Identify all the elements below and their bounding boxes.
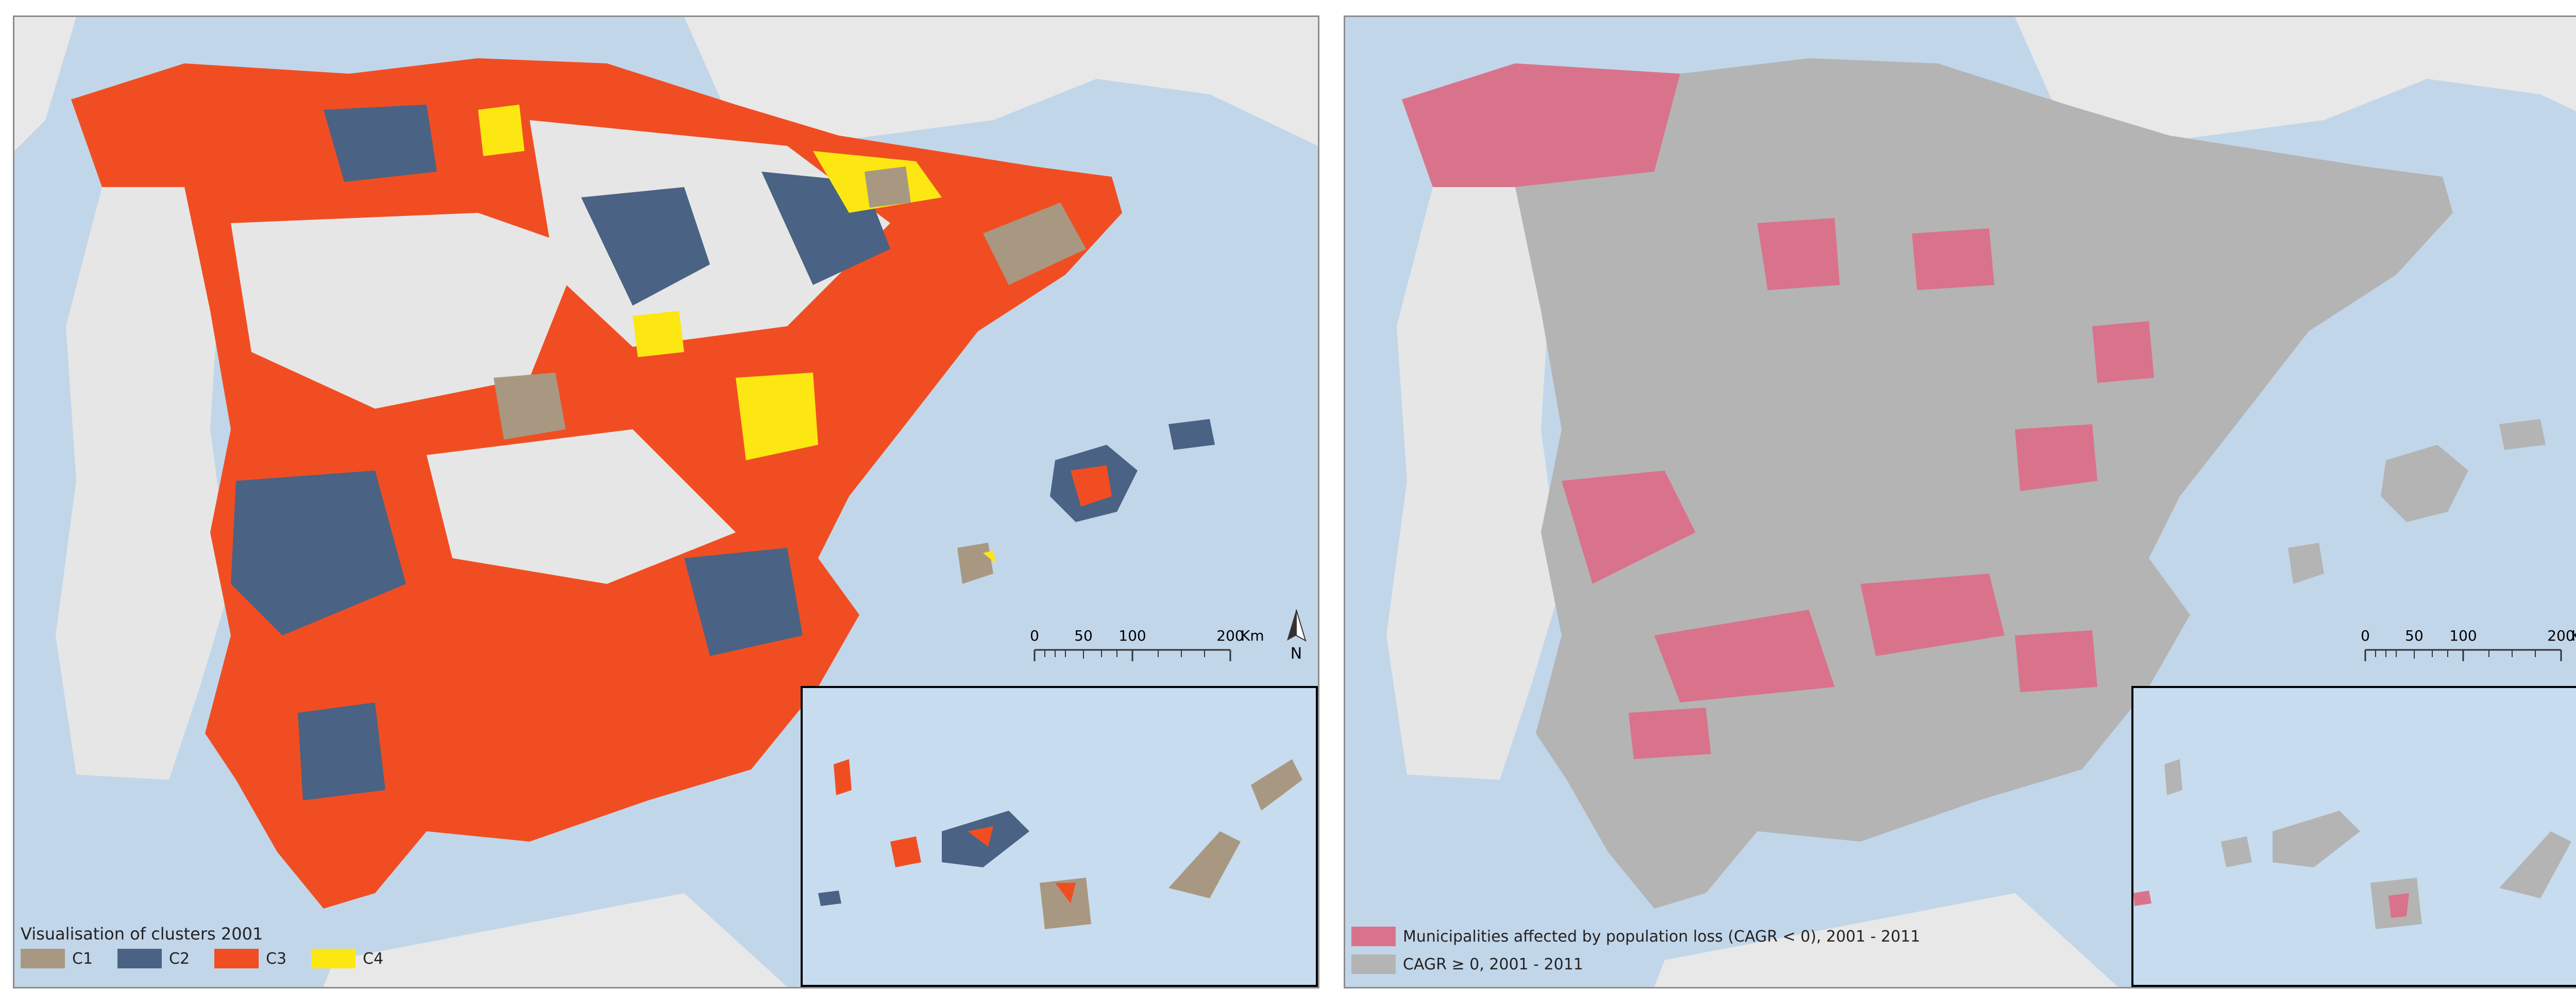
scale-bar: 0 50 100 200 Km [2361, 627, 2576, 661]
cluster-patches [231, 105, 1086, 800]
france-land [684, 17, 1318, 146]
canary-inset [2131, 686, 2576, 987]
scale-unit: Km [2571, 627, 2576, 644]
legend-label-c1: C1 [72, 949, 93, 968]
africa-land [1654, 893, 2118, 987]
scale-tick-100: 100 [1118, 627, 1146, 644]
scale-bar: 0 50 100 200 Km [1030, 627, 1264, 661]
mallorca-c3 [1071, 465, 1112, 507]
menorca [2499, 419, 2546, 450]
cluster-map-panel: 0 50 100 200 Km N Visualisation of clust… [13, 15, 1319, 988]
land-top-left [14, 17, 76, 151]
ibiza [2288, 543, 2324, 584]
scale-unit: Km [1241, 627, 1264, 644]
scale-tick-0: 0 [1030, 627, 1039, 644]
legend-swatch-gain [1351, 954, 1396, 974]
africa-land [324, 893, 787, 987]
population-loss-map: 0 50 100 200 Km N [1345, 17, 2576, 987]
legend-swatch-c1 [21, 949, 65, 968]
scale-tick-50: 50 [1074, 627, 1093, 644]
france-land [2015, 17, 2576, 141]
legend-swatch-c4 [311, 949, 356, 968]
legend-label-gain: CAGR ≥ 0, 2001 - 2011 [1403, 955, 1583, 974]
legend-label-c3: C3 [266, 949, 287, 968]
cluster-map: 0 50 100 200 Km N [14, 17, 1318, 987]
legend-swatch-c2 [117, 949, 162, 968]
scale-tick-0: 0 [2361, 627, 2370, 644]
legend-label-loss: Municipalities affected by population lo… [1403, 927, 1921, 946]
population-loss-map-panel: 0 50 100 200 Km N Municipalities affecte… [1344, 15, 2576, 988]
scale-tick-100: 100 [2449, 627, 2477, 644]
canary-inset [801, 686, 1318, 987]
north-arrow-icon: N [1287, 609, 1307, 663]
portugal-land [1386, 172, 1562, 780]
legend-swatch-loss [1351, 927, 1396, 946]
scale-tick-200: 200 [1216, 627, 1244, 644]
cluster-legend: Visualisation of clusters 2001 C1 C2 C3 … [21, 924, 383, 968]
menorca [1168, 419, 1215, 450]
population-loss-patches [1402, 63, 2154, 759]
portugal-land [56, 172, 231, 780]
legend-swatch-c3 [214, 949, 259, 968]
scale-tick-200: 200 [2547, 627, 2574, 644]
legend-label-c2: C2 [169, 949, 190, 968]
scale-tick-50: 50 [2405, 627, 2424, 644]
north-label: N [1291, 645, 1302, 663]
mallorca [2381, 445, 2468, 522]
legend-label-c4: C4 [363, 949, 384, 968]
ibiza-c4 [983, 550, 996, 563]
legend-title: Visualisation of clusters 2001 [21, 924, 263, 944]
population-legend: Municipalities affected by population lo… [1351, 927, 1920, 974]
spain-mainland [1402, 58, 2453, 909]
